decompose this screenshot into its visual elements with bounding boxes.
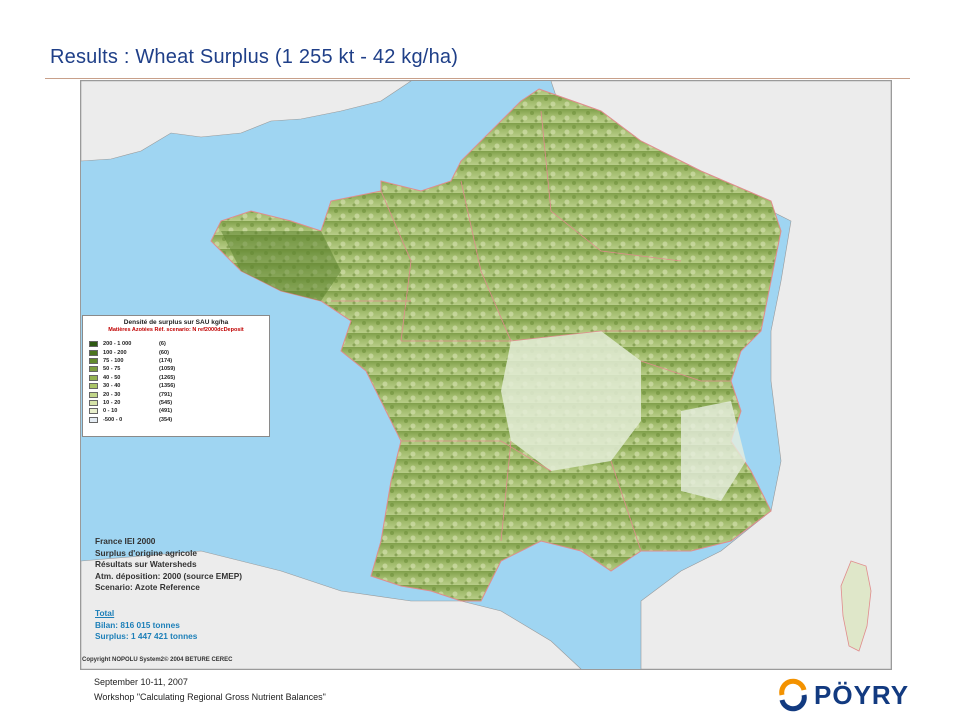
legend-row: 75 - 100 (174)	[89, 357, 175, 365]
legend-swatch	[89, 383, 98, 390]
map-canvas	[81, 81, 891, 669]
legend-row: 50 - 75 (1059)	[89, 365, 175, 373]
map-info-block: France IEI 2000 Surplus d'origine agrico…	[95, 536, 242, 594]
poyry-logo-icon	[779, 678, 807, 712]
map-copyright: Copyright NOPOLU System2© 2004 BETURE CE…	[82, 657, 233, 663]
legend-row: -500 - 0 (354)	[89, 416, 175, 424]
brittany-zone	[221, 231, 341, 301]
title-divider	[45, 78, 910, 79]
footer-workshop: Workshop "Calculating Regional Gross Nut…	[94, 692, 326, 702]
legend-row: 40 - 50 (1265)	[89, 374, 175, 382]
alps-zone	[681, 401, 746, 501]
info-line: Résultats sur Watersheds	[95, 559, 197, 570]
legend-swatch	[89, 399, 98, 406]
footer-date: September 10-11, 2007	[94, 677, 188, 687]
legend-swatch	[89, 357, 98, 364]
info-line: Atm. déposition: 2000 (source EMEP)	[95, 570, 243, 581]
legend-swatch	[89, 349, 98, 356]
legend-row: 200 - 1 000 (6)	[89, 340, 175, 348]
map-legend: Densité de surplus sur SAU kg/ha Matière…	[82, 315, 270, 437]
info-line: Surplus d'origine agricole	[95, 547, 198, 558]
total-label: Total	[95, 608, 115, 618]
footer: September 10-11, 2007 Workshop "Calculat…	[94, 675, 326, 705]
page-title: Results : Wheat Surplus (1 255 kt - 42 k…	[50, 46, 459, 68]
info-line: Scenario: Azote Reference	[95, 582, 200, 593]
legend-swatch	[89, 408, 98, 415]
legend-row: 30 - 40 (1356)	[89, 382, 175, 390]
lake-geneva	[742, 351, 770, 361]
legend-swatch	[89, 341, 98, 348]
legend-swatch	[89, 374, 98, 381]
logo-text: PÖYRY	[814, 680, 910, 710]
total-bilan: Bilan: 816 015 tonnes	[95, 619, 180, 630]
legend-row: 10 - 20 (545)	[89, 399, 175, 407]
legend-swatch	[89, 391, 98, 398]
legend-row: 0 - 10 (491)	[89, 407, 175, 415]
uk-landmass	[81, 81, 412, 162]
france-map	[80, 80, 892, 670]
legend-swatch	[89, 366, 98, 373]
legend-subtitle: Matières Azotées Réf. scenario: N ref200…	[108, 327, 244, 333]
total-block: Total Bilan: 816 015 tonnes Surplus: 1 4…	[95, 608, 197, 643]
poyry-logo: PÖYRY	[776, 678, 928, 712]
corsica	[840, 560, 872, 652]
region-borders	[331, 110, 761, 552]
france-landmass	[210, 88, 782, 602]
legend-swatch	[89, 416, 98, 423]
massif-central-zone	[501, 331, 641, 471]
legend-title: Densité de surplus sur SAU kg/ha	[123, 319, 229, 326]
legend-row: 100 - 200 (60)	[89, 348, 175, 356]
legend-row: 20 - 30 (791)	[89, 390, 175, 398]
info-line: France IEI 2000	[95, 536, 156, 546]
total-surplus: Surplus: 1 447 421 tonnes	[95, 631, 198, 642]
